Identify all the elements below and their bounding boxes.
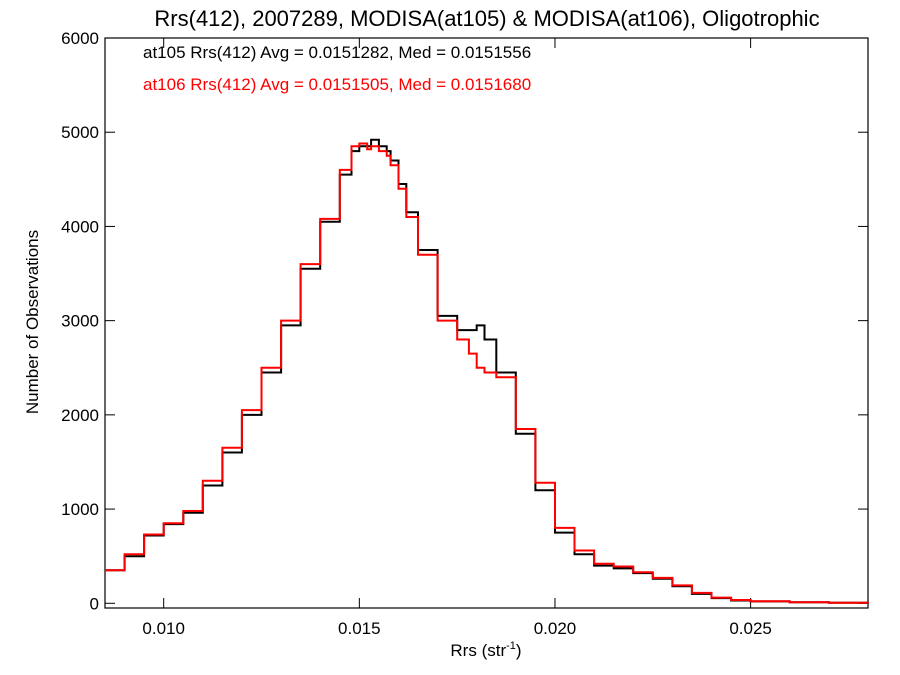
x-axis: 0.010 0.015 0.020 0.025 bbox=[142, 38, 772, 638]
y-tick-label: 4000 bbox=[61, 217, 99, 236]
x-tick-label: 0.020 bbox=[534, 619, 577, 638]
chart-title: Rrs(412), 2007289, MODISA(at105) & MODIS… bbox=[154, 6, 819, 31]
legend-entry-at106: at106 Rrs(412) Avg = 0.0151505, Med = 0.… bbox=[143, 75, 531, 94]
y-axis-label: Number of Observations bbox=[23, 230, 42, 414]
series-layer bbox=[105, 138, 869, 604]
y-tick-label: 5000 bbox=[61, 123, 99, 142]
x-axis-label: Rrs (str-1) bbox=[450, 640, 521, 660]
y-tick-label: 0 bbox=[90, 594, 99, 613]
x-tick-label: 0.025 bbox=[729, 619, 772, 638]
legend-entry-at105: at105 Rrs(412) Avg = 0.0151282, Med = 0.… bbox=[143, 43, 531, 62]
plot-frame bbox=[104, 37, 869, 609]
y-axis: 0 1000 2000 3000 4000 5000 6000 bbox=[61, 29, 868, 613]
y-tick-label: 1000 bbox=[61, 500, 99, 519]
x-tick-label: 0.015 bbox=[338, 619, 381, 638]
x-tick-label: 0.010 bbox=[142, 619, 185, 638]
y-tick-label: 2000 bbox=[61, 406, 99, 425]
y-tick-label: 6000 bbox=[61, 29, 99, 48]
series-line-at106 bbox=[105, 142, 869, 604]
y-tick-label: 3000 bbox=[61, 312, 99, 331]
